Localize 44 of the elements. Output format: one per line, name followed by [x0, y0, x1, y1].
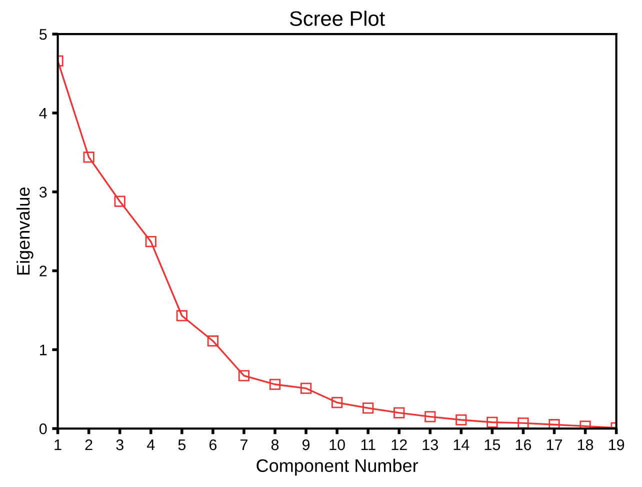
y-tick-label: 1: [40, 344, 47, 356]
x-tick-label: 10: [330, 439, 345, 450]
point: [114, 196, 126, 207]
x-tick-label: 9: [302, 439, 310, 450]
point: [269, 378, 281, 390]
y-tick-label: 2: [40, 266, 47, 276]
point: [176, 310, 188, 322]
x-tick-label: 5: [178, 440, 186, 450]
y-axis-title: Eigenvalue: [16, 187, 34, 275]
y-tick-label: 0: [39, 423, 47, 434]
x-tick-label: 8: [271, 439, 279, 450]
point: [424, 411, 436, 422]
point: [207, 335, 218, 347]
point: [486, 416, 498, 428]
point: [83, 152, 94, 163]
x-tick-label: 7: [240, 440, 248, 450]
point: [362, 402, 374, 414]
x-tick-label: 6: [209, 439, 217, 450]
point: [331, 396, 343, 408]
x-tick-label: 1: [54, 440, 62, 450]
point: [145, 236, 156, 248]
x-tick-label: 2: [85, 439, 92, 450]
point: [300, 382, 312, 394]
x-axis-title: Component Number: [256, 458, 418, 476]
x-tick-label: 11: [361, 440, 376, 450]
point: [518, 417, 529, 429]
y-tick-label: 3: [39, 186, 47, 198]
x-tick-label: 15: [484, 440, 500, 450]
point: [238, 370, 250, 382]
point: [548, 419, 560, 429]
x-tick-label: 14: [454, 440, 470, 450]
x-tick-label: 16: [516, 439, 532, 450]
x-tick-label: 18: [578, 439, 594, 450]
x-tick-label: 17: [546, 440, 562, 450]
x-tick-label: 13: [422, 439, 438, 450]
point: [456, 414, 467, 426]
x-tick-label: 4: [146, 440, 155, 450]
y-tick-label: 5: [39, 29, 47, 40]
x-tick-label: 3: [116, 439, 124, 450]
chart-title: Scree Plot: [290, 10, 385, 26]
x-tick-label: 12: [392, 439, 407, 450]
point: [394, 407, 405, 418]
x-tick-label: 19: [608, 439, 624, 450]
y-tick-label: 4: [39, 108, 47, 119]
